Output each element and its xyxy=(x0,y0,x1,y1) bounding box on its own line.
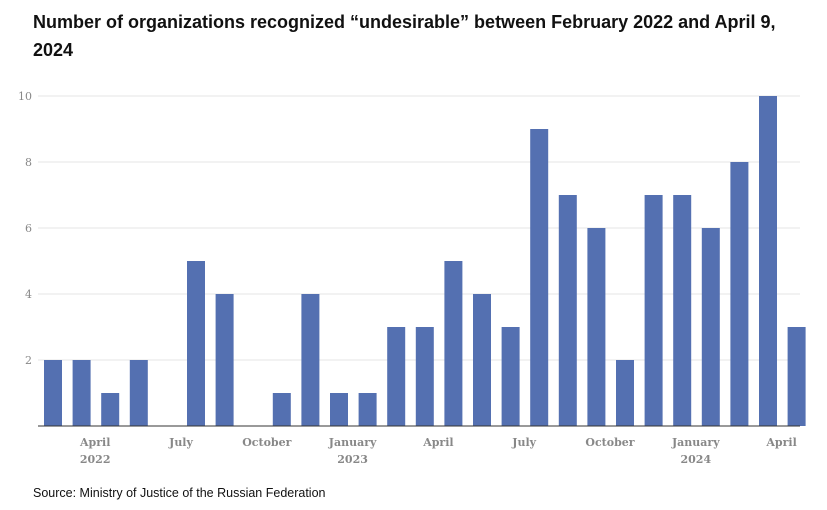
x-tick-label: April xyxy=(765,436,796,449)
bar xyxy=(301,294,320,426)
y-tick-label: 4 xyxy=(25,288,32,301)
bar xyxy=(44,360,62,426)
bar xyxy=(358,393,377,426)
bar xyxy=(215,294,234,426)
bar xyxy=(444,261,463,426)
bar xyxy=(101,393,120,426)
bar xyxy=(129,360,148,426)
bar xyxy=(330,393,348,426)
y-axis-ticks: 2 4 6 8 10 xyxy=(18,90,32,367)
bar xyxy=(72,360,91,426)
bar xyxy=(530,129,549,426)
x-tick-label: April xyxy=(79,436,110,449)
x-tick-label: April xyxy=(422,436,453,449)
bar xyxy=(387,327,406,426)
bar xyxy=(558,195,577,426)
bar xyxy=(587,228,606,426)
bars xyxy=(44,96,806,426)
x-tick-label: January xyxy=(671,436,720,449)
x-tick-year: 2024 xyxy=(680,453,711,466)
x-tick-label: October xyxy=(585,436,634,449)
bar xyxy=(701,228,720,426)
bar xyxy=(759,96,777,426)
x-tick-label: October xyxy=(242,436,291,449)
bar xyxy=(272,393,291,426)
chart-title: Number of organizations recognized “unde… xyxy=(33,12,776,60)
y-tick-label: 6 xyxy=(25,222,32,235)
bar xyxy=(787,327,806,426)
x-tick-year: 2023 xyxy=(337,453,368,466)
bar xyxy=(673,195,692,426)
bar xyxy=(501,327,520,426)
y-tick-label: 10 xyxy=(18,90,32,103)
y-tick-label: 8 xyxy=(25,156,32,169)
source-note: Source: Ministry of Justice of the Russi… xyxy=(33,486,326,500)
bar xyxy=(616,360,634,426)
x-tick-label: July xyxy=(168,436,193,449)
x-tick-label: January xyxy=(328,436,377,449)
x-axis-ticks: April 2022 July October January 2023 April July… xyxy=(79,436,797,466)
y-tick-label: 2 xyxy=(25,354,32,367)
bar xyxy=(415,327,434,426)
bar xyxy=(187,261,205,426)
bar xyxy=(473,294,491,426)
x-tick-year: 2022 xyxy=(80,453,111,466)
x-tick-label: July xyxy=(511,436,536,449)
bar xyxy=(644,195,663,426)
bar xyxy=(730,162,749,426)
